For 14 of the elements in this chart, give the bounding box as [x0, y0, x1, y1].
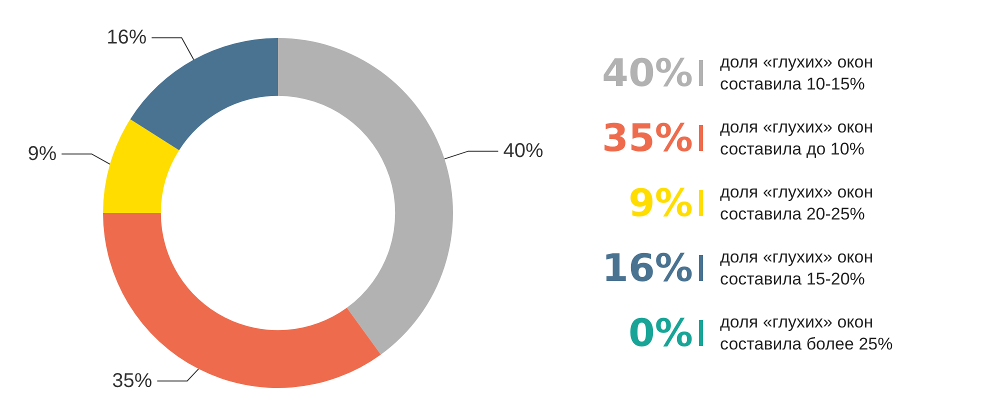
- legend-label: доля «глухих» окон составила более 25%: [720, 312, 893, 354]
- legend-label: доля «глухих» окон составила 10-15%: [720, 52, 874, 94]
- text: 35%: [602, 116, 693, 160]
- text: 9%: [628, 181, 693, 225]
- text: 40%: [602, 51, 693, 95]
- text: 0%: [628, 311, 693, 355]
- legend-label: доля «глухих» окон составила 20-25%: [720, 182, 874, 224]
- data-label: 9%: [28, 142, 57, 165]
- data-label: 35%: [112, 370, 152, 392]
- legend-label: доля «глухих» окон составила 15-20%: [720, 248, 874, 288]
- data-label: 16%: [106, 26, 147, 49]
- legend-label: доля «глухих» окон составила до 10%: [720, 118, 874, 158]
- data-label: 40%: [503, 140, 544, 162]
- text: 16%: [602, 246, 693, 290]
